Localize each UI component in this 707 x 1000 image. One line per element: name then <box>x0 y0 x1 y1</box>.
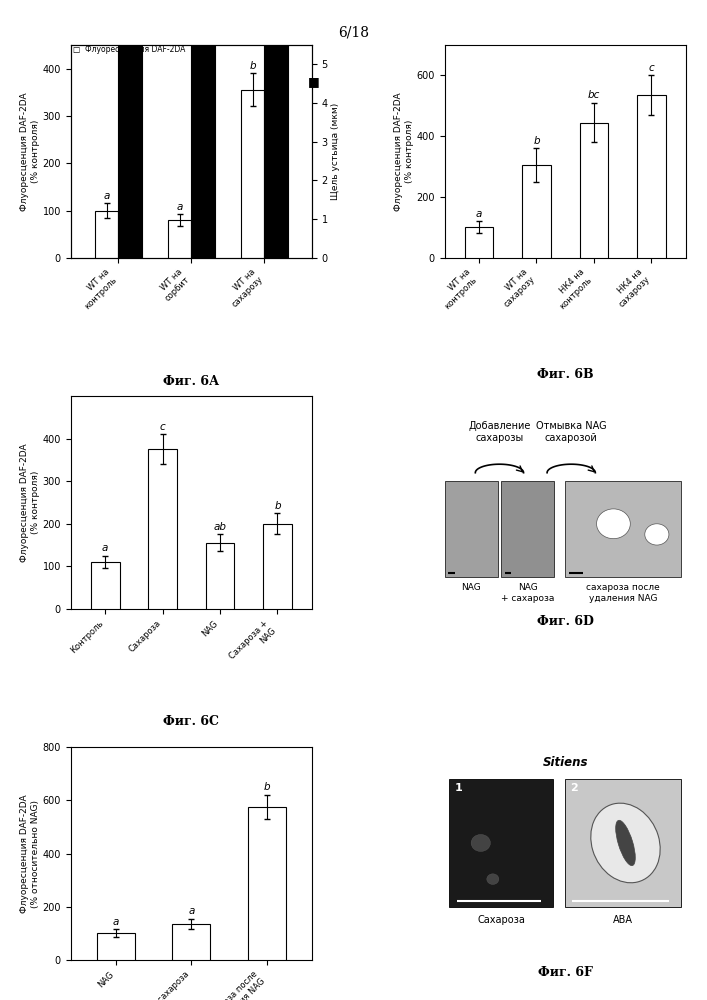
Bar <box>206 543 235 609</box>
Bar <box>522 165 551 258</box>
Bar <box>263 524 292 609</box>
Y-axis label: Флуоресценция DAF-2DA
(% относительно NAG): Флуоресценция DAF-2DA (% относительно NA… <box>21 794 40 913</box>
Text: a: a <box>476 209 482 219</box>
Text: сахароза после
удаления NAG: сахароза после удаления NAG <box>586 583 660 603</box>
Text: 2: 2 <box>570 783 578 793</box>
Circle shape <box>645 524 669 545</box>
Text: bc: bc <box>588 90 600 100</box>
Bar <box>501 481 554 577</box>
Text: b: b <box>533 136 539 146</box>
Text: 1: 1 <box>454 783 462 793</box>
Bar <box>464 227 493 258</box>
Bar <box>148 449 177 609</box>
Bar <box>241 90 264 258</box>
Text: a: a <box>103 191 110 201</box>
Bar <box>248 807 286 960</box>
Text: Фиг. 6А: Фиг. 6А <box>163 375 219 388</box>
Y-axis label: Флуоресценция DAF-2DA
(% контроля): Флуоресценция DAF-2DA (% контроля) <box>21 92 40 211</box>
Bar <box>565 779 681 907</box>
Text: NAG: NAG <box>461 583 481 592</box>
Ellipse shape <box>616 820 636 866</box>
Text: a: a <box>112 917 119 927</box>
Text: Sitiens: Sitiens <box>542 756 588 769</box>
Bar <box>168 220 192 258</box>
Bar <box>637 95 666 258</box>
Text: 6/18: 6/18 <box>338 25 369 39</box>
Text: a: a <box>102 543 108 553</box>
Text: ABA: ABA <box>613 915 633 925</box>
Text: NAG
+ сахароза: NAG + сахароза <box>501 583 554 603</box>
Y-axis label: Флуоресценция DAF-2DA
(% контроля): Флуоресценция DAF-2DA (% контроля) <box>21 443 40 562</box>
Bar <box>192 0 215 258</box>
Text: b: b <box>264 782 270 792</box>
Text: b: b <box>250 61 256 71</box>
Circle shape <box>471 834 491 851</box>
Text: a: a <box>177 202 183 212</box>
Text: Фиг. 6C: Фиг. 6C <box>163 715 219 728</box>
Bar <box>173 924 210 960</box>
Text: Фиг. 6B: Фиг. 6B <box>537 368 593 381</box>
Bar <box>565 481 681 577</box>
Text: Фиг. 6D: Фиг. 6D <box>537 615 594 628</box>
Bar <box>445 481 498 577</box>
Bar <box>95 211 118 258</box>
Y-axis label: Щель устьица (мкм): Щель устьица (мкм) <box>331 103 339 200</box>
Text: c: c <box>160 422 165 432</box>
Text: Фиг. 6F: Фиг. 6F <box>538 966 592 979</box>
Bar <box>90 562 119 609</box>
Bar <box>580 123 608 258</box>
Circle shape <box>487 874 499 884</box>
Bar <box>97 933 135 960</box>
Text: □  Флуоресценция DAF-2DA: □ Флуоресценция DAF-2DA <box>73 45 185 54</box>
Text: ■: ■ <box>308 76 320 89</box>
Circle shape <box>597 509 631 539</box>
Text: c: c <box>648 63 654 73</box>
Bar <box>264 0 288 258</box>
Ellipse shape <box>591 803 660 883</box>
Text: Добавление
сахарозы: Добавление сахарозы <box>468 421 531 443</box>
Text: Отмывка NAG
сахарозой: Отмывка NAG сахарозой <box>536 421 607 443</box>
Text: b: b <box>274 501 281 511</box>
Bar <box>450 779 553 907</box>
Text: Сахароза: Сахароза <box>477 915 525 925</box>
Text: ab: ab <box>214 522 226 532</box>
Text: a: a <box>188 906 194 916</box>
Y-axis label: Флуоресценция DAF-2DA
(% контроля): Флуоресценция DAF-2DA (% контроля) <box>395 92 414 211</box>
Bar <box>118 0 141 258</box>
